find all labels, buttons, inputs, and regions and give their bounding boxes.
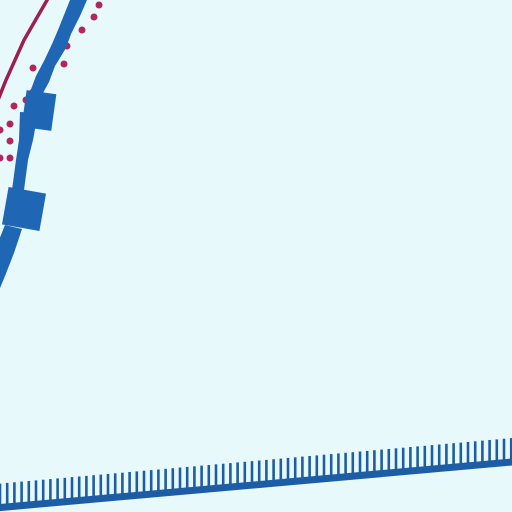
blue-route — [0, 0, 87, 288]
maroon-route-line — [0, 0, 50, 100]
railway-line — [0, 438, 512, 512]
